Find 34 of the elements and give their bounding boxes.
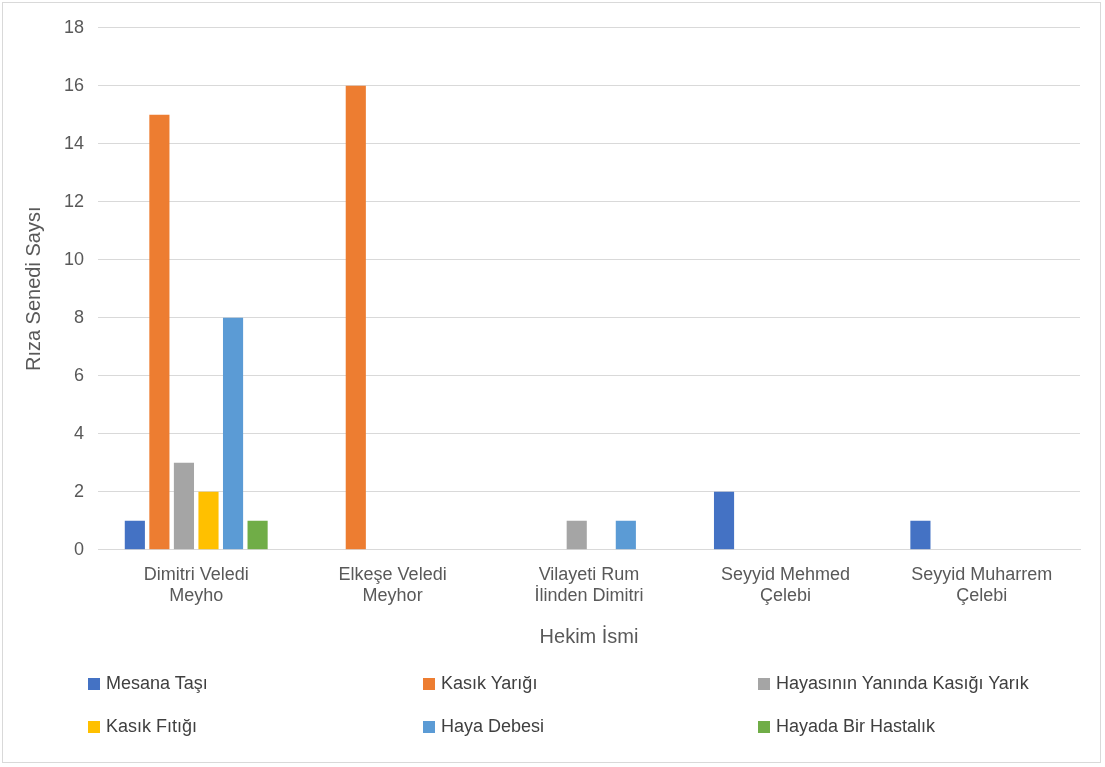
bar [345,85,366,550]
y-tick-label: 4 [74,422,85,443]
bar [173,462,195,550]
bar [247,520,268,550]
bar [124,520,145,550]
x-axis-title: Hekim İsmi [539,624,639,647]
x-tick-label: Seyyid Muharrem Çelebi [911,563,1053,606]
bar [910,520,931,550]
y-tick-label: 6 [74,364,85,385]
y-tick-label: 14 [63,132,85,153]
legend-label: Hayada Bir Hastalık [776,716,936,737]
y-tick-label: 10 [63,248,85,269]
y-axis-title: Rıza Senedi Saysı [21,206,44,372]
y-tick-label: 12 [63,190,85,211]
y-tick-label: 2 [74,480,85,501]
legend-label: Hayasının Yanında Kasığı Yarık [776,673,1029,694]
legend-label: Kasık Fıtığı [106,716,198,737]
legend-label: Mesana Taşı [106,673,208,694]
bar [615,520,636,550]
x-tick-label: Elkeşe Veledi Meyhor [338,563,447,606]
legend-label: Kasık Yarığı [441,673,538,694]
bar [713,491,735,550]
y-tick-label: 18 [63,16,85,37]
bar [566,520,587,550]
bar [149,114,170,550]
y-tick-label: 8 [74,306,85,327]
y-tick-label: 0 [74,538,85,559]
bar [198,491,219,550]
x-tick-label: Seyyid Mehmed Çelebi [720,563,850,606]
x-tick-label: Dimitri Veledi Meyho [143,563,249,606]
bar [222,317,244,550]
legend-label: Haya Debesi [441,716,545,737]
y-tick-label: 16 [63,74,85,95]
x-tick-label: Vilayeti Rum İlinden Dimitri [534,563,644,606]
